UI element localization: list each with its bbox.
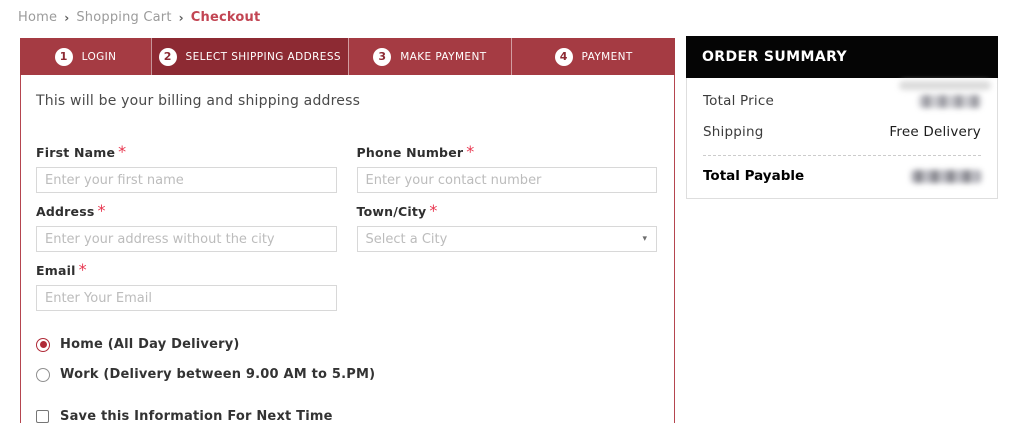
address-input[interactable]	[36, 226, 337, 252]
total-price-label: Total Price	[703, 93, 774, 109]
order-summary-header: ORDER SUMMARY	[686, 36, 998, 78]
required-asterisk: *	[118, 142, 127, 161]
address-field-group: Address *	[36, 201, 337, 252]
town-city-label: Town/City	[356, 204, 427, 219]
email-label: Email	[36, 263, 76, 278]
step-select-shipping-address[interactable]: 2 SELECT SHIPPING ADDRESS	[151, 38, 348, 75]
radio-home-delivery[interactable]: Home (All Day Delivery)	[36, 337, 657, 352]
step-label: MAKE PAYMENT	[400, 50, 487, 63]
radio-home-label: Home (All Day Delivery)	[60, 337, 240, 352]
shipping-address-form: This will be your billing and shipping a…	[21, 75, 674, 424]
chevron-right-icon: ›	[178, 10, 184, 25]
first-name-input[interactable]	[36, 167, 337, 193]
required-asterisk: *	[466, 142, 475, 161]
shipping-row: Shipping Free Delivery	[703, 124, 981, 140]
total-price-row: Total Price	[703, 93, 981, 109]
step-number-badge: 4	[554, 47, 573, 66]
checkbox-unchecked-icon[interactable]	[36, 410, 49, 423]
radio-work-delivery[interactable]: Work (Delivery between 9.00 AM to 5.PM)	[36, 367, 657, 382]
shipping-value: Free Delivery	[889, 124, 981, 140]
fields-grid: First Name* Phone Number* Address* Town/…	[36, 142, 657, 311]
checkout-panel: 1 LOGIN 2 SELECT SHIPPING ADDRESS 3 MAKE…	[20, 38, 675, 424]
order-summary-body: Total Price Shipping Free Delivery Total…	[687, 78, 997, 184]
dashed-divider	[703, 155, 981, 156]
save-info-label: Save this Information For Next Time	[60, 409, 333, 424]
radio-selected-icon	[36, 337, 50, 352]
order-summary-title: ORDER SUMMARY	[702, 49, 848, 65]
step-make-payment[interactable]: 3 MAKE PAYMENT	[347, 38, 512, 75]
shipping-label: Shipping	[703, 124, 764, 140]
step-payment[interactable]: 4 PAYMENT	[511, 38, 675, 75]
billing-shipping-note: This will be your billing and shipping a…	[36, 93, 361, 109]
city-select[interactable]: Select a City ▾	[356, 226, 657, 252]
city-select-placeholder: Select a City	[365, 231, 448, 247]
breadcrumb-shopping-cart[interactable]: Shopping Cart	[76, 10, 172, 25]
step-number-badge: 1	[54, 47, 73, 66]
email-input[interactable]	[36, 285, 337, 311]
first-name-label: First Name	[36, 145, 116, 160]
breadcrumb-home[interactable]: Home	[18, 10, 58, 25]
total-payable-row: Total Payable	[703, 168, 981, 184]
required-asterisk: *	[429, 201, 438, 220]
required-asterisk: *	[78, 260, 87, 279]
radio-unselected-icon	[36, 367, 50, 382]
radio-work-label: Work (Delivery between 9.00 AM to 5.PM)	[60, 367, 376, 382]
total-payable-value-blurred	[911, 169, 981, 183]
phone-number-input[interactable]	[356, 167, 657, 193]
total-payable-label: Total Payable	[703, 168, 805, 184]
total-price-value-blurred	[919, 94, 981, 108]
phone-number-label: Phone Number	[356, 145, 464, 160]
chevron-right-icon: ›	[64, 10, 70, 25]
step-number-badge: 2	[158, 47, 177, 66]
step-label: SELECT SHIPPING ADDRESS	[185, 50, 341, 63]
step-login[interactable]: 1 LOGIN	[20, 38, 151, 75]
save-info-checkbox-row[interactable]: Save this Information For Next Time	[36, 409, 657, 424]
first-name-field-group: First Name *	[36, 142, 337, 193]
required-asterisk: *	[97, 201, 106, 220]
breadcrumb-checkout: Checkout	[190, 10, 261, 25]
chevron-down-icon: ▾	[642, 234, 647, 244]
delivery-option-group: Home (All Day Delivery) Work (Delivery b…	[36, 337, 657, 382]
email-field-group: Email *	[36, 260, 337, 311]
breadcrumb: Home › Shopping Cart › Checkout	[18, 10, 260, 25]
order-summary-panel: ORDER SUMMARY Total Price Shipping Free …	[686, 36, 998, 199]
town-city-field-group: Town/City * Select a City ▾	[356, 201, 657, 252]
step-label: PAYMENT	[581, 50, 633, 63]
phone-number-field-group: Phone Number *	[356, 142, 657, 193]
address-label: Address	[36, 204, 95, 219]
blurred-content	[899, 81, 991, 90]
step-label: LOGIN	[81, 50, 117, 63]
checkout-stepper: 1 LOGIN 2 SELECT SHIPPING ADDRESS 3 MAKE…	[20, 38, 675, 75]
step-number-badge: 3	[373, 47, 392, 66]
